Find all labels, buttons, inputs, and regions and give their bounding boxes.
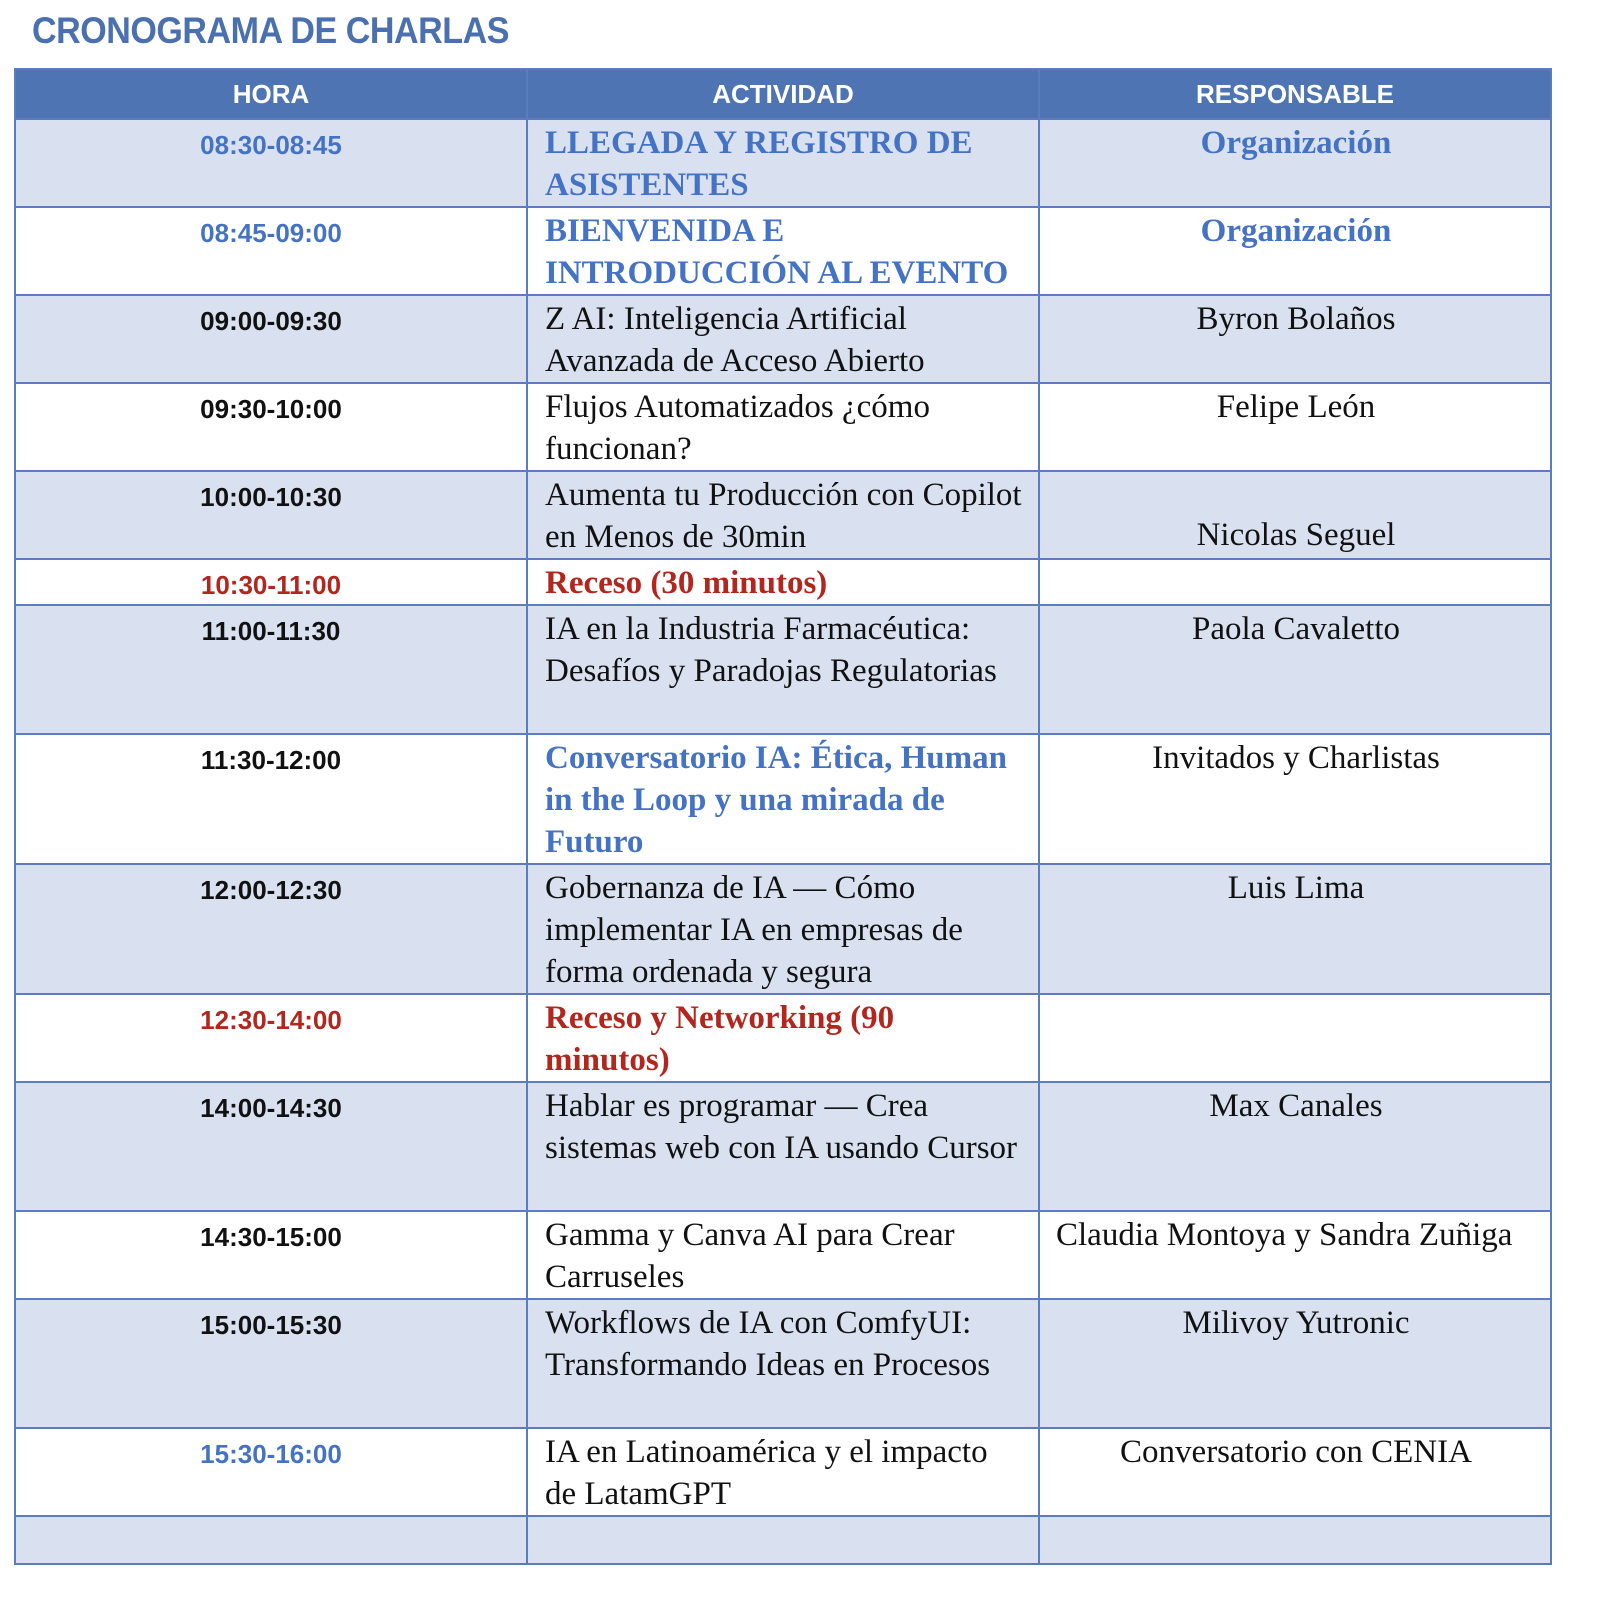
table-row: 10:30-11:00 Receso (30 minutos) — [14, 558, 1552, 606]
table-row: 14:30-15:00 Gamma y Canva AI para Crear C… — [14, 1210, 1552, 1300]
time-cell: 11:30-12:00 — [14, 733, 528, 865]
activity-cell: Receso y Networking (90 minutos) — [526, 993, 1040, 1083]
time-cell: 10:00-10:30 — [14, 470, 528, 560]
responsible-cell — [1038, 993, 1552, 1083]
responsible-cell — [1038, 1515, 1552, 1565]
activity-cell: LLEGADA Y REGISTRO DE ASISTENTES — [526, 118, 1040, 208]
table-row: 12:30-14:00 Receso y Networking (90 minut… — [14, 993, 1552, 1083]
page-title: CRONOGRAMA DE CHARLAS — [32, 10, 509, 51]
responsible-cell — [1038, 558, 1552, 606]
activity-cell: Workflows de IA con ComfyUI: Transforman… — [526, 1298, 1040, 1429]
time-cell: 08:45-09:00 — [14, 206, 528, 296]
responsible-cell: Paola Cavaletto — [1038, 604, 1552, 735]
activity-cell: Gamma y Canva AI para Crear Carruseles — [526, 1210, 1040, 1300]
table-row: 12:00-12:30 Gobernanza de IA — Cómo imple… — [14, 863, 1552, 995]
time-cell: 14:00-14:30 — [14, 1081, 528, 1212]
time-cell: 09:00-09:30 — [14, 294, 528, 384]
table-row: 15:30-16:00 IA en Latinoamérica y el impa… — [14, 1427, 1552, 1517]
time-cell: 14:30-15:00 — [14, 1210, 528, 1300]
table-row: 10:00-10:30 Aumenta tu Producción con Cop… — [14, 470, 1552, 560]
responsible-cell: Invitados y Charlistas — [1038, 733, 1552, 865]
table-row: 14:00-14:30 Hablar es programar — Crea si… — [14, 1081, 1552, 1212]
responsible-cell: Felipe León — [1038, 382, 1552, 472]
activity-cell: IA en Latinoamérica y el impacto de Lata… — [526, 1427, 1040, 1517]
responsible-cell: Conversatorio con CENIA — [1038, 1427, 1552, 1517]
time-cell: 15:30-16:00 — [14, 1427, 528, 1517]
responsible-cell: Nicolas Seguel — [1038, 470, 1552, 560]
time-cell: 09:30-10:00 — [14, 382, 528, 472]
time-cell — [14, 1515, 528, 1565]
activity-cell: Z AI: Inteligencia Artificial Avanzada d… — [526, 294, 1040, 384]
table-row: 11:00-11:30 IA en la Industria Farmacéuti… — [14, 604, 1552, 735]
time-cell: 11:00-11:30 — [14, 604, 528, 735]
activity-cell: Conversatorio IA: Ética, Human in the Lo… — [526, 733, 1040, 865]
activity-cell: BIENVENIDA E INTRODUCCIÓN AL EVENTO — [526, 206, 1040, 296]
responsible-cell: Organización — [1038, 206, 1552, 296]
time-cell: 15:00-15:30 — [14, 1298, 528, 1429]
time-cell: 12:00-12:30 — [14, 863, 528, 995]
responsible-cell: Claudia Montoya y Sandra Zuñiga — [1038, 1210, 1552, 1300]
activity-cell: Gobernanza de IA — Cómo implementar IA e… — [526, 863, 1040, 995]
table-row — [14, 1515, 1552, 1565]
schedule-table: HORA ACTIVIDAD RESPONSABLE 08:30-08:45 LL… — [14, 68, 1552, 1565]
activity-cell: IA en la Industria Farmacéutica: Desafío… — [526, 604, 1040, 735]
time-cell: 12:30-14:00 — [14, 993, 528, 1083]
responsible-cell: Luis Lima — [1038, 863, 1552, 995]
header-activity: ACTIVIDAD — [526, 68, 1040, 120]
responsible-cell: Organización — [1038, 118, 1552, 208]
responsible-cell: Byron Bolaños — [1038, 294, 1552, 384]
activity-cell: Flujos Automatizados ¿cómo funcionan? — [526, 382, 1040, 472]
time-cell: 10:30-11:00 — [14, 558, 528, 606]
header-responsible: RESPONSABLE — [1038, 68, 1552, 120]
activity-cell: Receso (30 minutos) — [526, 558, 1040, 606]
activity-cell: Hablar es programar — Crea sistemas web … — [526, 1081, 1040, 1212]
time-cell: 08:30-08:45 — [14, 118, 528, 208]
table-row: 09:30-10:00 Flujos Automatizados ¿cómo fu… — [14, 382, 1552, 472]
activity-cell — [526, 1515, 1040, 1565]
responsible-cell: Milivoy Yutronic — [1038, 1298, 1552, 1429]
table-row: 15:00-15:30 Workflows de IA con ComfyUI: … — [14, 1298, 1552, 1429]
table-row: 11:30-12:00 Conversatorio IA: Ética, Huma… — [14, 733, 1552, 865]
activity-cell: Aumenta tu Producción con Copilot en Men… — [526, 470, 1040, 560]
header-time: HORA — [14, 68, 528, 120]
table-row: 09:00-09:30 Z AI: Inteligencia Artificial… — [14, 294, 1552, 384]
table-row: 08:45-09:00 BIENVENIDA E INTRODUCCIÓN AL … — [14, 206, 1552, 296]
responsible-cell: Max Canales — [1038, 1081, 1552, 1212]
table-row: 08:30-08:45 LLEGADA Y REGISTRO DE ASISTEN… — [14, 118, 1552, 208]
table-header-row: HORA ACTIVIDAD RESPONSABLE — [14, 68, 1552, 120]
